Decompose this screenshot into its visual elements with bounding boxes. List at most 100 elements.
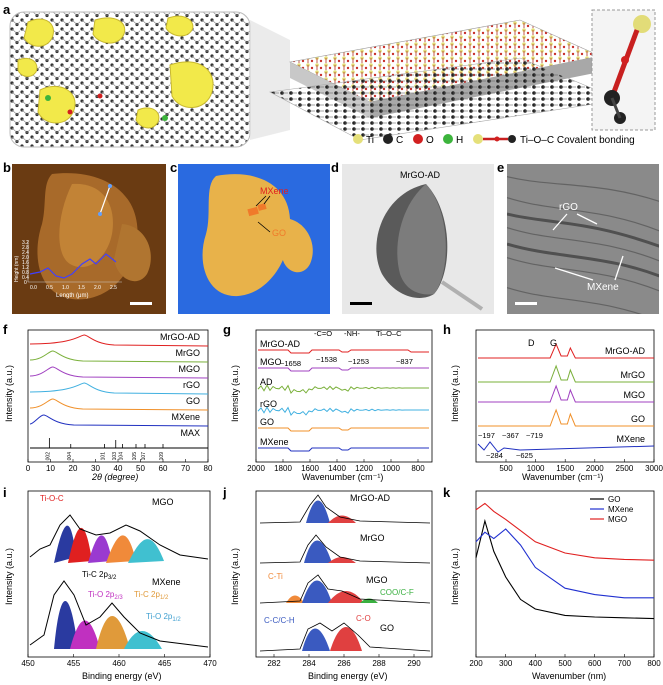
afm-ytick: 1.2 [22, 265, 29, 271]
i-annotations: MGO MXene Ti-O-C Ti-C 2p3/2 Ti-O 2p2/3 T… [40, 494, 181, 623]
panel-label-h: h [443, 322, 451, 337]
scale-bar [515, 302, 537, 305]
annotation: D [528, 338, 535, 348]
legend-o: O [426, 135, 434, 146]
annotation: -NH- [344, 329, 360, 338]
x-tick-label: 2500 [616, 464, 634, 473]
series-label-mgo: MGO [152, 497, 174, 507]
annotation: ~367 [502, 431, 519, 440]
x-tick-label: 470 [203, 659, 217, 668]
g-annotations: -C=O -NH- Ti–O–C ~1658 ~1538 ~1253 ~837 [280, 329, 413, 368]
panel-label-d: d [331, 160, 339, 175]
panel-k-chart: Intensity (a.u.) Wavenumber (nm) 200 300 4… [450, 490, 661, 681]
annotation: ~284 [486, 451, 503, 460]
x-tick-label: 288 [372, 659, 386, 668]
x-tick-label: 800 [647, 659, 661, 668]
panel-label-j: j [223, 485, 227, 500]
legend-label: MGO [608, 515, 627, 524]
x-tick-label: 200 [469, 659, 483, 668]
panel-d-photo: MrGO-AD [342, 164, 494, 314]
panel-label-b: b [3, 160, 11, 175]
series-label: GO [631, 414, 645, 424]
series-line [29, 334, 209, 347]
max-peak-label: 103 [112, 452, 118, 461]
h-ylabel: Intensity (a.u.) [450, 365, 460, 422]
panel-h-chart: Intensity (a.u.) Wavenumber (cm⁻¹) 500 10… [450, 329, 663, 482]
legend-bond: Ti–O–C Covalent bonding [520, 135, 635, 146]
scale-bar [130, 302, 152, 305]
x-tick-label: 286 [337, 659, 351, 668]
film-label: MrGO-AD [400, 170, 440, 180]
series-line [257, 384, 429, 395]
max-peak-label: 004 [67, 452, 73, 461]
series-label: MXene [260, 437, 289, 447]
x-tick-label: 1800 [274, 464, 292, 473]
series-line [475, 518, 655, 620]
x-tick-label: 1200 [355, 464, 373, 473]
g-ylabel: Intensity (a.u.) [230, 365, 240, 422]
x-tick-label: 1600 [301, 464, 319, 473]
max-peak-label: 101 [101, 452, 107, 461]
x-tick-label: 2000 [247, 464, 265, 473]
max-peak-label: 105 [132, 452, 138, 461]
series-line [258, 427, 429, 432]
series-line [475, 502, 655, 561]
label-mxene-e: MXene [587, 282, 619, 293]
label-go: GO [272, 228, 286, 238]
series-line [475, 528, 654, 599]
x-tick-label: 40 [114, 464, 123, 473]
f-xlabel: 2θ (degree) [91, 472, 138, 482]
series-label: MrGO-AD [260, 339, 300, 349]
legend-ti: Ti [366, 135, 374, 146]
x-tick-label: 455 [67, 659, 81, 668]
annotation: Ti-O 2p1/2 [146, 612, 181, 623]
series-line [258, 349, 429, 354]
x-tick-label: 500 [558, 659, 572, 668]
panel-f-chart: Intensity (a.u.) 2θ (degree) 0 10 20 30 40 50… [4, 329, 213, 482]
h-annotations: D G ~197 ~367 ~719 ~284 ~625 [478, 338, 557, 460]
panel-label-i: i [3, 485, 7, 500]
series-label: AD [260, 377, 273, 387]
panel-label-a: a [3, 2, 11, 17]
x-tick-label: 500 [499, 464, 513, 473]
x-tick-label: 60 [159, 464, 168, 473]
x-tick-label: 10 [46, 464, 55, 473]
panel-c-schematic: MXene GO [178, 164, 330, 314]
afm-ytick: 2.8 [22, 245, 29, 251]
series-label: GO [380, 623, 394, 633]
max-peak-label: 109 [159, 452, 165, 461]
afm-xtick: 2.5 [110, 285, 117, 291]
series-label: rGO [183, 380, 200, 390]
plot-frame [255, 329, 433, 463]
x-tick-label: 1400 [328, 464, 346, 473]
panel-label-g: g [223, 322, 231, 337]
afm-xtick: 1.5 [78, 285, 85, 291]
x-tick-label: 1500 [556, 464, 574, 473]
series-label: MGO [624, 390, 646, 400]
x-tick-label: 700 [618, 659, 632, 668]
afm-xtick: 0.5 [46, 285, 53, 291]
x-tick-label: 600 [588, 659, 602, 668]
series-label: MrGO-AD [350, 493, 390, 503]
annotation: Ti-C 2p3/2 [82, 570, 117, 581]
x-tick-label: 290 [407, 659, 421, 668]
legend-c: C [396, 135, 403, 146]
series-label: rGO [260, 399, 277, 409]
annotation: Ti-O 2p2/3 [88, 590, 123, 601]
series-line [478, 384, 654, 403]
x-tick-label: 460 [112, 659, 126, 668]
afm-xtick: 1.0 [62, 285, 69, 291]
j-xlabel: Binding energy (eV) [308, 671, 388, 681]
g-xlabel: Wavenumber (cm⁻¹) [302, 472, 383, 482]
annotation: Ti-O-C [40, 494, 64, 503]
panel-label-e: e [497, 160, 505, 175]
max-peak-label: 104 [119, 452, 125, 461]
x-tick-label: 70 [181, 464, 190, 473]
annotation: Ti–O–C [376, 329, 402, 338]
panel-label-k: k [443, 485, 451, 500]
series-label: MGO [260, 357, 282, 367]
afm-ytick: 0 [24, 280, 27, 286]
j-labels: MrGO-AD MrGO MGO GO C-Ti C-C/C-H COO/C-F… [264, 493, 414, 633]
atom-legend: Ti C O H Ti–O–C Covalent bonding [353, 134, 635, 146]
series-label: GO [260, 417, 274, 427]
